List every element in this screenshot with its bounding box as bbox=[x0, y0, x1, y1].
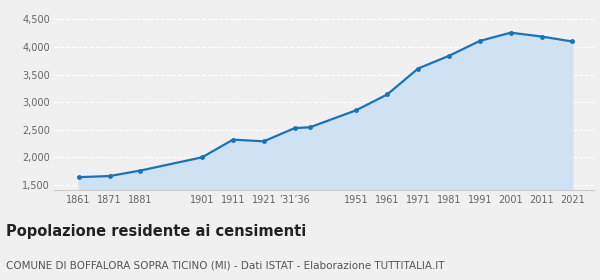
Text: COMUNE DI BOFFALORA SOPRA TICINO (MI) - Dati ISTAT - Elaborazione TUTTITALIA.IT: COMUNE DI BOFFALORA SOPRA TICINO (MI) - … bbox=[6, 260, 445, 270]
Text: Popolazione residente ai censimenti: Popolazione residente ai censimenti bbox=[6, 224, 306, 239]
